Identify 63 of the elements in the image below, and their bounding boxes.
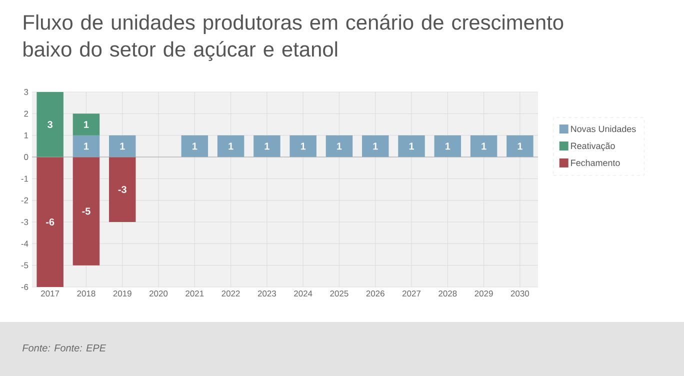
bar (108, 157, 136, 222)
x-tick-label: 2027 (402, 290, 420, 297)
bar (326, 135, 353, 158)
bar (72, 114, 100, 136)
bar (290, 135, 316, 158)
bar (108, 135, 136, 158)
x-tick-label: 2023 (258, 290, 276, 297)
y-tick-label: 3 (24, 89, 28, 95)
chart-title: Fluxo de unidades produtoras em cenário de crescimento baixo do setor de açúcar e etanol (24, 14, 564, 61)
x-tick-label: 2017 (41, 290, 60, 297)
data-label: 1 (300, 142, 306, 150)
bar (254, 135, 280, 158)
y-tick-label: -6 (21, 284, 28, 290)
x-tick-label: 2030 (510, 290, 530, 297)
bar (36, 157, 64, 287)
y-tick-label: -2 (21, 197, 28, 204)
x-tick-label: 2025 (330, 290, 348, 297)
data-label: 1 (120, 142, 125, 150)
bar (434, 135, 462, 158)
y-tick-label: 1 (24, 132, 28, 138)
x-tick-label: 2018 (77, 290, 96, 297)
data-label: 1 (228, 142, 234, 150)
bar (470, 135, 498, 158)
x-tick-label: 2028 (438, 290, 457, 297)
y-tick-label: -5 (21, 262, 28, 268)
y-tick-label: 0 (24, 154, 28, 160)
bar (362, 135, 389, 158)
y-tick-label: -4 (21, 240, 28, 247)
bar (72, 157, 100, 266)
legend-label: Reativação (571, 142, 615, 151)
x-tick-label: 2021 (186, 290, 204, 297)
data-label: 1 (84, 142, 89, 150)
x-tick-label: 2024 (294, 290, 312, 297)
y-tick-label: 2 (24, 110, 28, 117)
y-tick-label: -1 (21, 176, 28, 182)
data-label: 1 (337, 142, 342, 150)
data-label: 1 (264, 142, 270, 150)
legend-label: Fechamento (571, 159, 620, 166)
legend-label: Novas Unidades (571, 126, 636, 132)
data-label: 1 (192, 142, 198, 150)
data-label: -6 (46, 218, 54, 226)
y-tick-label: -3 (21, 219, 28, 225)
data-label: 1 (518, 142, 522, 150)
x-tick-label: 2020 (150, 290, 168, 297)
bar (181, 135, 208, 158)
data-label: 1 (482, 142, 486, 150)
x-tick-label: 2022 (222, 290, 240, 297)
x-tick-label: 2026 (366, 290, 384, 297)
x-tick-label: 2019 (113, 290, 132, 297)
data-label: 1 (84, 121, 89, 128)
bar (36, 92, 64, 158)
data-label: -5 (82, 208, 90, 215)
data-label: 3 (48, 120, 52, 128)
data-label: 1 (409, 142, 414, 150)
data-label: 1 (446, 142, 450, 150)
bar (398, 135, 425, 158)
data-label: 1 (373, 142, 378, 150)
bar (72, 135, 100, 158)
source-note: Fonte: Fonte: EPE (22, 344, 106, 352)
x-tick-label: 2029 (474, 290, 493, 297)
bar (506, 135, 534, 158)
bar (217, 135, 244, 158)
data-label: -3 (118, 186, 126, 194)
